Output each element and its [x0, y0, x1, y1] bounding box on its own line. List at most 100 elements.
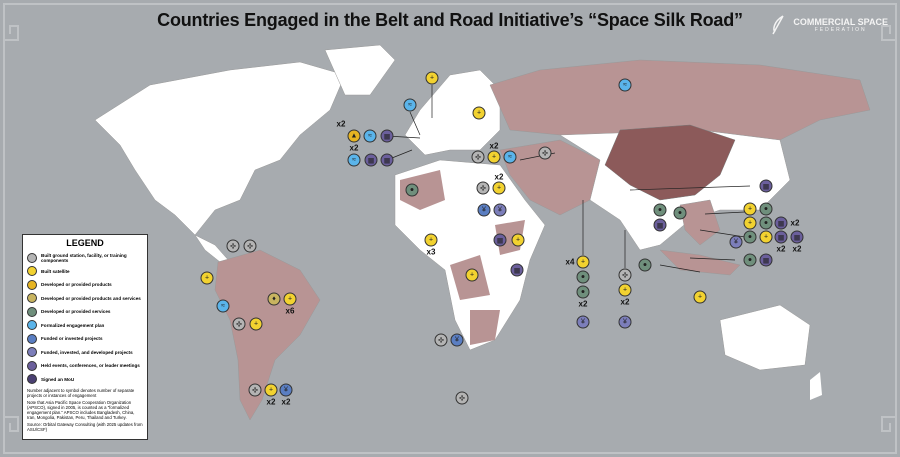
satellite-icon: +: [253, 320, 259, 328]
ground-icon: ✣: [252, 387, 258, 394]
satellite-marker: +: [492, 181, 506, 195]
ground-icon: ✣: [438, 337, 444, 344]
funded_dev-icon: [27, 347, 37, 358]
legend-label: Formalized engagement plan: [41, 322, 105, 328]
services-marker: ●: [405, 183, 419, 197]
plan-icon: ≈: [221, 302, 225, 310]
events-icon: ▦: [496, 237, 504, 244]
satellite-marker: +: [472, 106, 486, 120]
satellite-marker: +: [618, 283, 632, 297]
multiplier-label: x2: [489, 141, 499, 151]
events-marker: ▦: [653, 218, 667, 232]
multiplier-label: x2: [578, 299, 588, 309]
ground-marker: ✣: [471, 150, 485, 164]
events-marker: ▦: [759, 179, 773, 193]
north-america: [94, 61, 346, 236]
plan-marker: ≈: [618, 78, 632, 92]
satellite-marker: +: [249, 317, 263, 331]
legend-label: Developed or provided products: [41, 282, 112, 288]
events-icon: ▦: [762, 183, 770, 190]
europe: [404, 69, 501, 156]
multiplier-label: x2: [776, 244, 786, 254]
legend-label: Funded, invested, and developed projects: [41, 349, 133, 355]
services-marker: ●: [653, 203, 667, 217]
satellite-marker: +: [743, 202, 757, 216]
satellite-icon: +: [476, 109, 482, 117]
satellite-icon: +: [580, 258, 586, 266]
satellite-marker: +: [200, 271, 214, 285]
events-marker: ▦: [380, 153, 394, 167]
services-marker: ●: [576, 270, 590, 284]
plan-icon: [27, 320, 37, 331]
satellite-marker: +: [487, 150, 501, 164]
satellite-marker: +: [743, 216, 757, 230]
services-marker: ●: [743, 253, 757, 267]
satellite-icon: +: [287, 295, 293, 303]
page-title: Countries Engaged in the Belt and Road I…: [157, 10, 743, 30]
events-marker: ▦: [380, 129, 394, 143]
products-icon: ▲: [350, 132, 358, 140]
services-icon: [27, 306, 37, 317]
legend: LEGEND Built ground station, facility, o…: [22, 234, 148, 440]
events-marker: ▦: [774, 230, 788, 244]
greenland: [324, 44, 396, 96]
events-icon: [27, 360, 37, 371]
satellite-marker: +: [576, 255, 590, 269]
services-marker: ●: [759, 202, 773, 216]
legend-item-funded_dev: Funded, invested, and developed projects: [27, 346, 143, 360]
funded_dev-icon: ¥: [498, 206, 502, 214]
ground-marker: ✣: [434, 333, 448, 347]
services-marker: ●: [759, 216, 773, 230]
services-icon: ●: [580, 273, 586, 281]
multiplier-label: x2: [281, 397, 291, 407]
events-icon: ▦: [793, 234, 801, 241]
products_services-icon: [27, 293, 37, 304]
funded_dev-icon: ¥: [623, 318, 627, 326]
plan-marker: ≈: [503, 150, 517, 164]
central-america: [194, 234, 231, 263]
services-marker: ●: [743, 230, 757, 244]
satellite-icon: +: [428, 236, 434, 244]
plan-marker: ≈: [363, 129, 377, 143]
ground-icon: ✣: [622, 272, 628, 279]
plan-icon: ≈: [623, 81, 627, 89]
services-marker: ●: [576, 285, 590, 299]
multiplier-label: x2: [790, 218, 800, 228]
satellite-marker: +: [264, 383, 278, 397]
australia: [719, 304, 811, 371]
services-icon: ●: [747, 233, 753, 241]
ground-marker: ✣: [232, 317, 246, 331]
events-marker: ▦: [790, 230, 804, 244]
ground-icon: ✣: [230, 243, 236, 250]
ground-marker: ✣: [226, 239, 240, 253]
satellite-marker: +: [425, 71, 439, 85]
services-icon: ●: [657, 206, 663, 214]
satellite-icon: +: [491, 153, 497, 161]
multiplier-label: x2: [336, 119, 346, 129]
legend-item-plan: Formalized engagement plan: [27, 319, 143, 333]
ground-icon: ✣: [236, 321, 242, 328]
funded_dev-marker: ¥: [576, 315, 590, 329]
events-icon: ▦: [762, 257, 770, 264]
plan-marker: ≈: [216, 299, 230, 313]
legend-item-ground: Built ground station, facility, or train…: [27, 251, 143, 265]
legend-note-multiplier: Number adjacent to symbol denotes number…: [27, 388, 135, 398]
satellite-marker: +: [283, 292, 297, 306]
multiplier-label: x2: [349, 143, 359, 153]
plan-marker: ≈: [347, 153, 361, 167]
legend-label: Held events, conferences, or leader meet…: [41, 363, 140, 369]
funded-marker: ¥: [450, 333, 464, 347]
events-icon: ▦: [656, 222, 664, 229]
multiplier-label: x2: [792, 244, 802, 254]
funded_dev-marker: ¥: [493, 203, 507, 217]
services-icon: ●: [763, 219, 769, 227]
south-america: [214, 249, 321, 421]
satellite-icon: +: [697, 293, 703, 301]
legend-item-mou: Signed an MoU: [27, 373, 143, 387]
products_services-marker: ♦: [267, 292, 281, 306]
satellite-marker: +: [424, 233, 438, 247]
ground-icon: ✣: [480, 185, 486, 192]
ground-icon: ✣: [475, 154, 481, 161]
funded_dev-marker: ¥: [618, 315, 632, 329]
